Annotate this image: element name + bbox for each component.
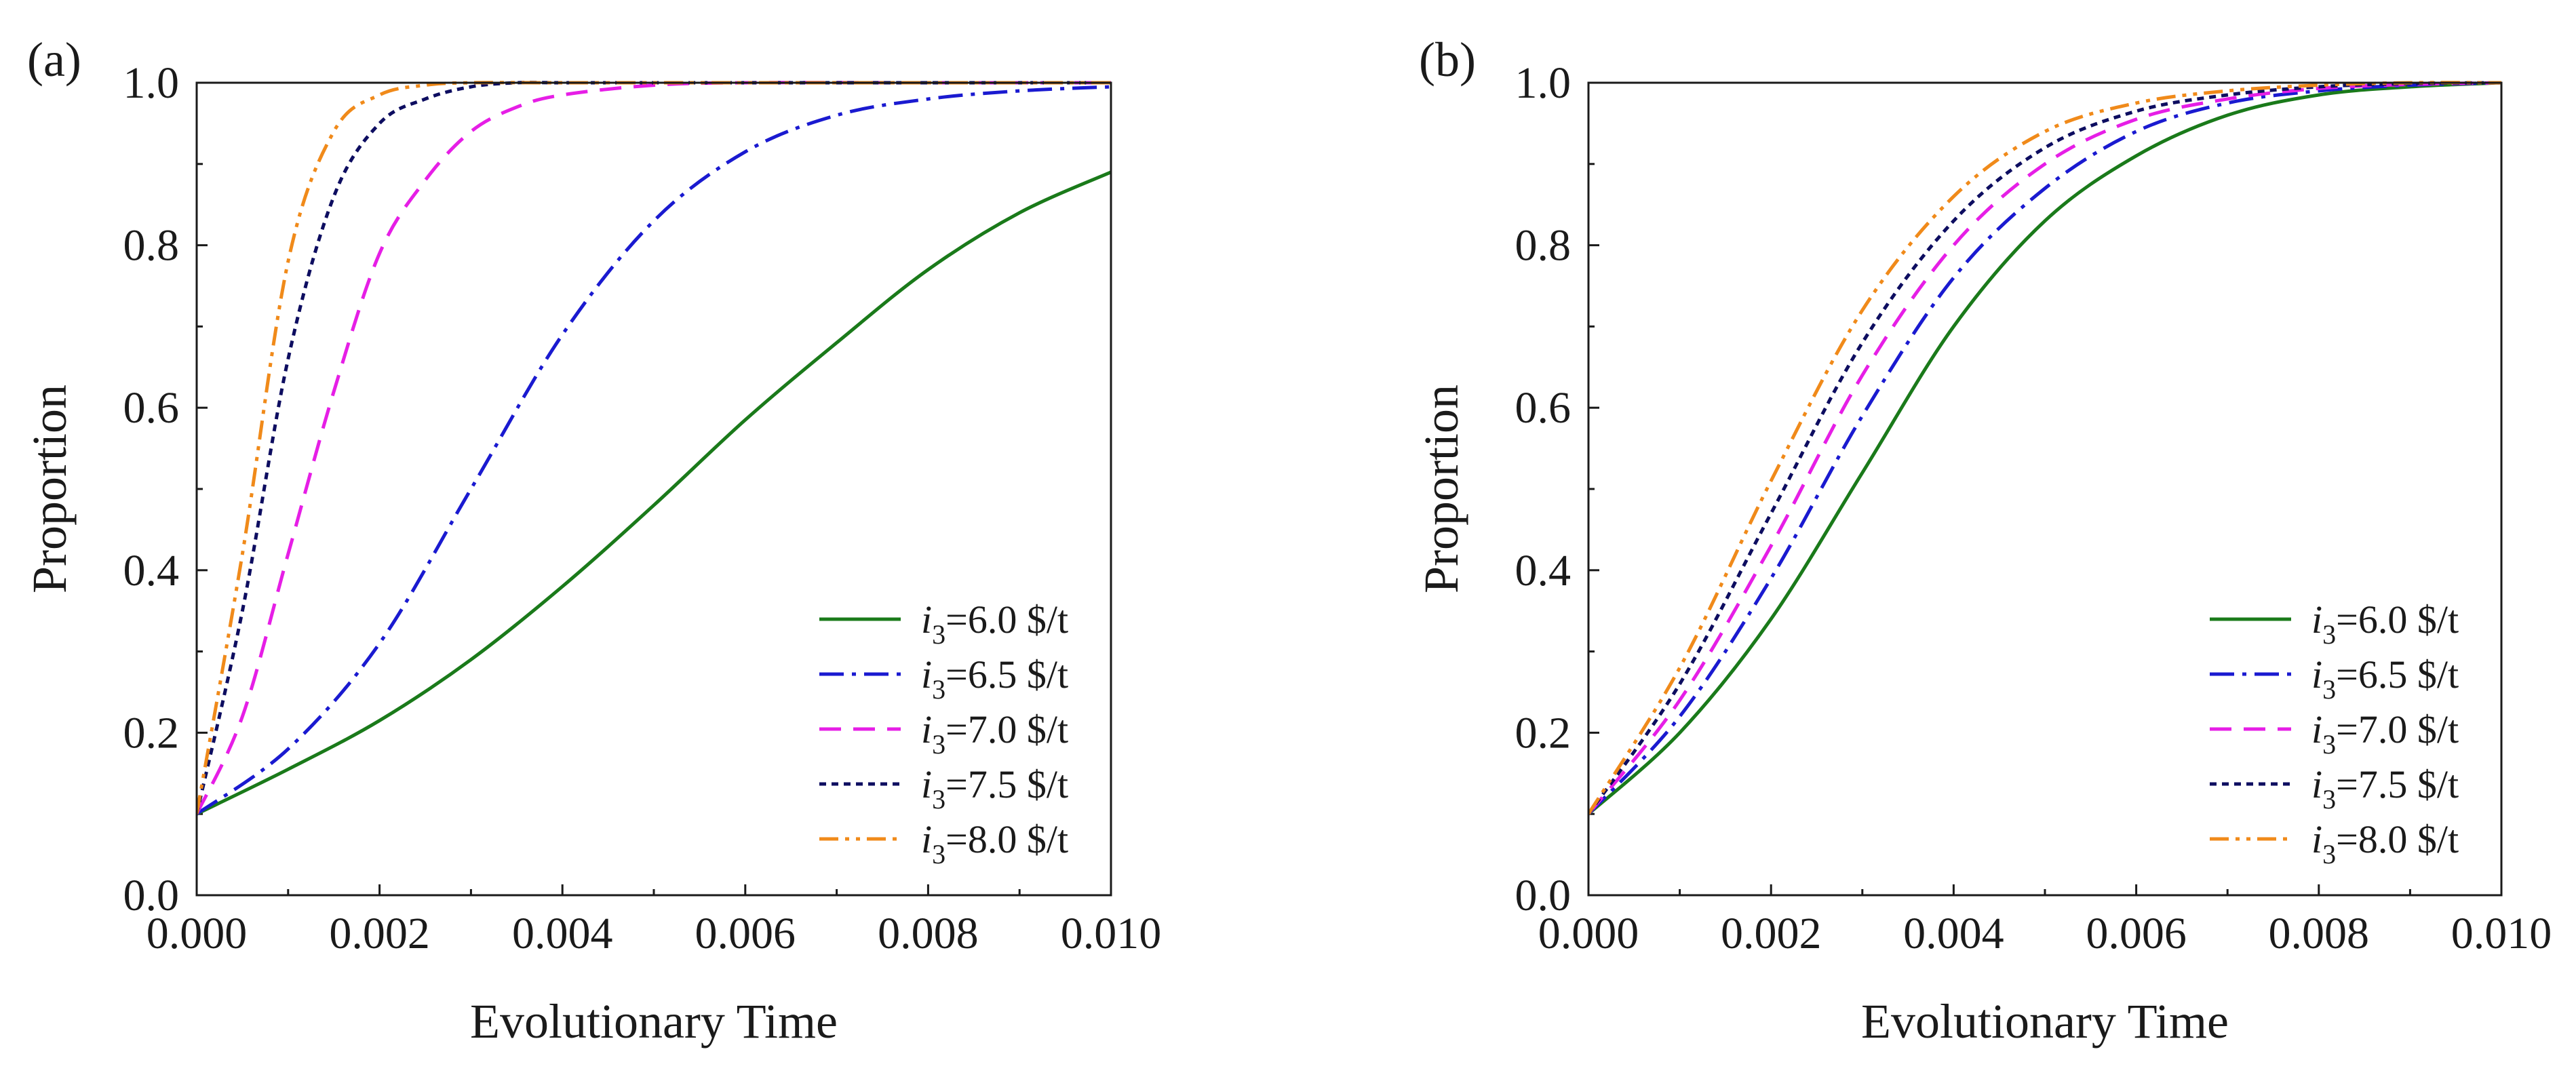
y-tick-label: 0.2 (1515, 708, 1572, 758)
series-line-0 (197, 170, 1111, 816)
series-line-4 (1588, 81, 2501, 815)
legend-subscript: 3 (2322, 619, 2336, 650)
legend-subscript: 3 (2322, 784, 2336, 815)
y-tick-label: 0.4 (123, 546, 180, 595)
legend-value: =6.5 $/t (945, 652, 1068, 697)
y-tick-label: 1.0 (123, 58, 180, 108)
panel-label: (a) (27, 33, 81, 87)
legend-var: i (2311, 597, 2322, 642)
legend-var: i (2311, 817, 2322, 861)
legend-entry-4: i3=8.0 $/t (2311, 817, 2459, 869)
series-group (1588, 81, 2501, 816)
legend-var: i (921, 652, 932, 697)
x-tick-label: 0.004 (512, 909, 613, 958)
legend-var: i (921, 707, 932, 751)
x-tick-label: 0.004 (1903, 909, 2004, 958)
legend: i3=6.0 $/ti3=6.5 $/ti3=7.0 $/ti3=7.5 $/t… (2210, 597, 2459, 869)
x-tick-label: 0.008 (2269, 909, 2370, 958)
legend-entry-1: i3=6.5 $/t (921, 652, 1068, 705)
y-tick-label: 0.2 (123, 708, 180, 758)
legend-subscript: 3 (932, 839, 945, 869)
x-tick-label: 0.000 (1538, 909, 1639, 958)
y-tick-label: 0.6 (1515, 383, 1572, 433)
legend-subscript: 3 (2322, 729, 2336, 760)
y-tick-label: 0.0 (123, 871, 180, 920)
x-tick-label: 0.006 (2086, 909, 2187, 958)
legend-subscript: 3 (932, 619, 945, 650)
legend-value: =7.5 $/t (2336, 762, 2459, 806)
legend-subscript: 3 (2322, 839, 2336, 869)
y-axis-title: Proportion (22, 385, 77, 593)
x-axis-title: Evolutionary Time (470, 994, 838, 1048)
legend-value: =6.0 $/t (945, 597, 1068, 642)
series-line-2 (1588, 81, 2501, 815)
y-tick-label: 0.4 (1515, 546, 1572, 595)
legend-subscript: 3 (932, 729, 945, 760)
legend-entry-2: i3=7.0 $/t (2311, 707, 2459, 760)
legend-var: i (2311, 652, 2322, 697)
plot-frame (195, 81, 1112, 897)
legend-value: =8.0 $/t (945, 817, 1068, 861)
series-line-0 (1588, 81, 2501, 816)
legend-subscript: 3 (2322, 674, 2336, 705)
legend-subscript: 3 (932, 784, 945, 815)
x-tick-label: 0.010 (1061, 909, 1162, 958)
series-line-3 (1588, 81, 2501, 815)
legend-value: =7.5 $/t (945, 762, 1068, 806)
legend: i3=6.0 $/ti3=6.5 $/ti3=7.0 $/ti3=7.5 $/t… (819, 597, 1068, 869)
x-tick-label: 0.008 (878, 909, 979, 958)
legend-entry-0: i3=6.0 $/t (2311, 597, 2459, 650)
x-tick-label: 0.002 (1721, 909, 1822, 958)
panel-b: 0.000 0.002 0.004 0.006 0.008 0.010 0.0 0.2 0.4 0… (1414, 33, 2552, 1048)
x-tick-label: 0.006 (695, 909, 796, 958)
legend-var: i (921, 817, 932, 861)
x-tick-label: 0.010 (2451, 909, 2552, 958)
legend-var: i (921, 762, 932, 806)
y-axis-title: Proportion (1414, 385, 1468, 593)
legend-entry-4: i3=8.0 $/t (921, 817, 1068, 869)
legend-entry-3: i3=7.5 $/t (921, 762, 1068, 815)
y-tick-label: 0.0 (1515, 871, 1572, 920)
panel-label: (b) (1419, 33, 1476, 87)
legend-entry-1: i3=6.5 $/t (2311, 652, 2459, 705)
y-tick-label: 0.6 (123, 383, 180, 433)
panel-a: 0.000 0.002 0.004 0.006 0.008 0.010 0.0 0.2 0.4 0… (22, 33, 1161, 1048)
y-tick-label: 0.8 (123, 221, 180, 271)
x-tick-label: 0.002 (329, 909, 430, 958)
series-line-1 (197, 85, 1111, 816)
legend-entry-2: i3=7.0 $/t (921, 707, 1068, 760)
legend-entry-3: i3=7.5 $/t (2311, 762, 2459, 815)
x-axis-title: Evolutionary Time (1861, 994, 2229, 1048)
legend-var: i (2311, 707, 2322, 751)
legend-value: =8.0 $/t (2336, 817, 2459, 861)
y-tick-label: 0.8 (1515, 221, 1572, 271)
legend-value: =7.0 $/t (2336, 707, 2459, 751)
series-line-1 (1588, 81, 2501, 815)
series-group (197, 81, 1111, 816)
legend-value: =6.5 $/t (2336, 652, 2459, 697)
legend-value: =6.0 $/t (2336, 597, 2459, 642)
legend-value: =7.0 $/t (945, 707, 1068, 751)
legend-entry-0: i3=6.0 $/t (921, 597, 1068, 650)
plot-frame (1587, 81, 2503, 897)
y-tick-label: 1.0 (1515, 58, 1572, 108)
legend-var: i (2311, 762, 2322, 806)
legend-var: i (921, 597, 932, 642)
legend-subscript: 3 (932, 674, 945, 705)
series-line-3 (197, 81, 1111, 815)
x-tick-label: 0.000 (147, 909, 248, 958)
